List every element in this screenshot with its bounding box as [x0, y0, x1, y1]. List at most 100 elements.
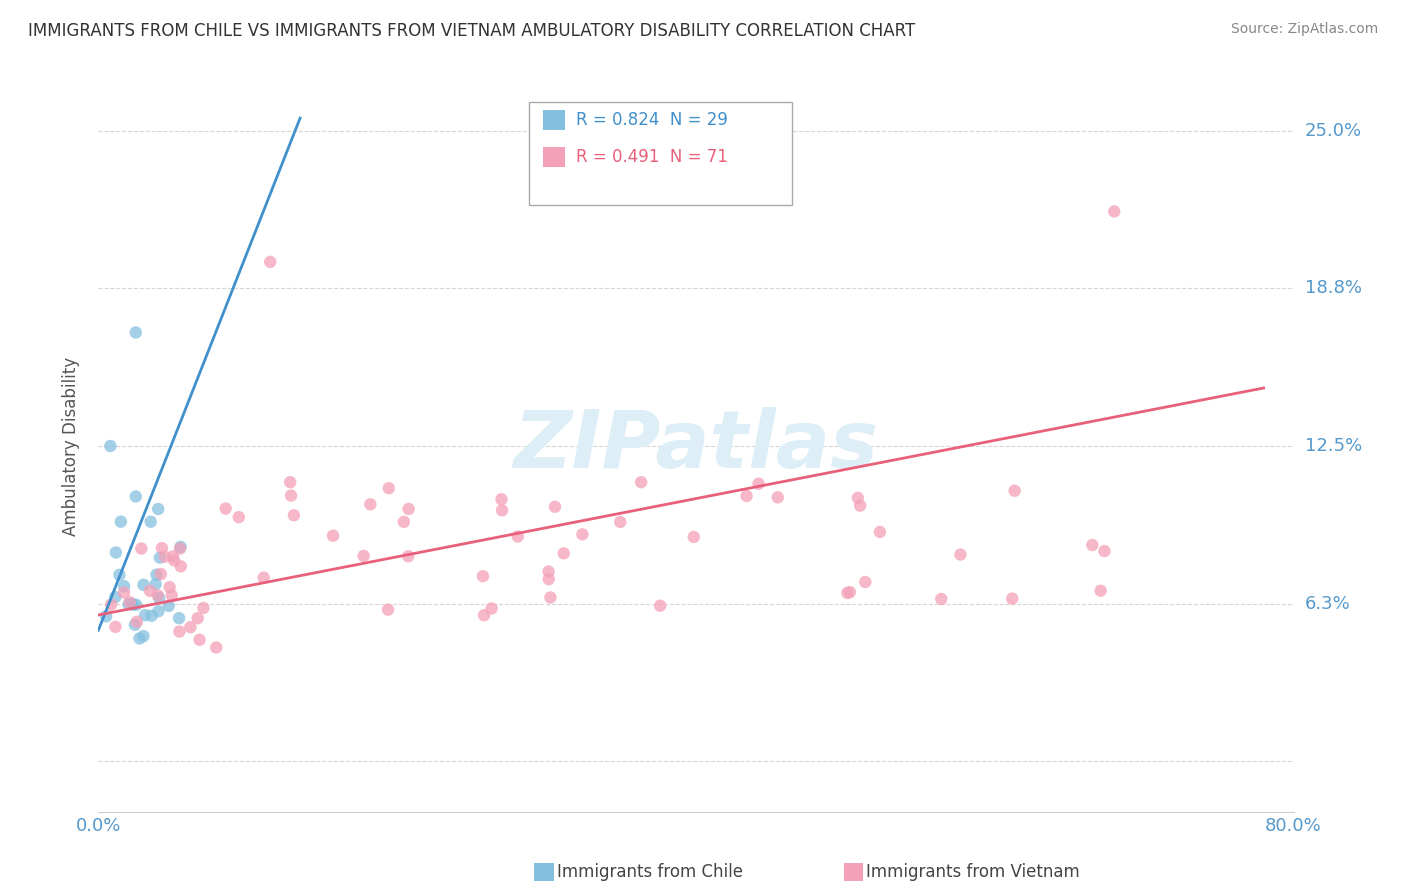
Point: [278, 475, 301, 490]
Point: [630, 475, 652, 490]
Point: [112, 585, 135, 599]
Point: [396, 549, 419, 564]
Point: [163, 553, 186, 567]
Point: [491, 492, 513, 507]
Point: [98, 439, 122, 453]
Point: [1094, 544, 1116, 558]
Point: [506, 529, 529, 543]
Point: [766, 491, 789, 505]
Point: [838, 585, 860, 599]
Point: [949, 548, 972, 562]
Point: [167, 611, 190, 625]
Point: [146, 588, 169, 602]
Point: [150, 541, 173, 555]
Point: [108, 567, 131, 582]
Text: 6.3%: 6.3%: [1305, 595, 1350, 613]
Point: [169, 540, 191, 554]
Text: IMMIGRANTS FROM CHILE VS IMMIGRANTS FROM VIETNAM AMBULATORY DISABILITY CORRELATI: IMMIGRANTS FROM CHILE VS IMMIGRANTS FROM…: [28, 22, 915, 40]
Point: [149, 567, 172, 582]
Point: [869, 524, 891, 539]
Text: Source: ZipAtlas.com: Source: ZipAtlas.com: [1230, 22, 1378, 37]
Point: [1001, 591, 1024, 606]
Point: [104, 590, 127, 604]
Point: [134, 608, 156, 623]
Point: [682, 530, 704, 544]
Point: [132, 629, 155, 643]
Point: [169, 624, 191, 639]
Point: [139, 515, 162, 529]
Point: [141, 608, 163, 623]
Bar: [543, 147, 565, 167]
Point: [1104, 204, 1126, 219]
Point: [472, 608, 495, 623]
Point: [148, 604, 170, 618]
Point: [1004, 483, 1026, 498]
Point: [122, 598, 145, 612]
Text: R = 0.824  N = 29: R = 0.824 N = 29: [576, 112, 728, 129]
Point: [117, 597, 139, 611]
Point: [153, 549, 176, 564]
Point: [128, 632, 150, 646]
Point: [132, 578, 155, 592]
Point: [322, 529, 344, 543]
Point: [538, 591, 561, 605]
Point: [378, 481, 401, 495]
Point: [481, 601, 503, 615]
Point: [837, 586, 859, 600]
Point: [118, 595, 141, 609]
Point: [650, 599, 672, 613]
Point: [228, 510, 250, 524]
Point: [145, 577, 167, 591]
Point: [104, 620, 127, 634]
Point: [849, 499, 872, 513]
Point: [748, 476, 770, 491]
Point: [157, 599, 180, 613]
Point: [94, 609, 117, 624]
Point: [609, 515, 631, 529]
Text: 25.0%: 25.0%: [1305, 121, 1362, 140]
Point: [188, 632, 211, 647]
Y-axis label: Ambulatory Disability: Ambulatory Disability: [62, 357, 80, 535]
Bar: [543, 111, 565, 130]
Point: [214, 501, 236, 516]
Point: [125, 598, 148, 612]
Point: [162, 549, 184, 564]
Point: [398, 502, 420, 516]
Text: Immigrants from Vietnam: Immigrants from Vietnam: [866, 863, 1080, 881]
Point: [121, 597, 143, 611]
Point: [392, 515, 415, 529]
FancyBboxPatch shape: [529, 103, 792, 204]
Point: [125, 490, 148, 504]
Text: Immigrants from Chile: Immigrants from Chile: [557, 863, 742, 881]
Point: [537, 572, 560, 586]
Point: [491, 503, 513, 517]
Point: [125, 615, 148, 629]
Point: [179, 620, 201, 634]
Point: [377, 603, 399, 617]
Point: [846, 491, 869, 505]
Point: [193, 601, 215, 615]
Point: [149, 550, 172, 565]
Point: [187, 611, 209, 625]
Point: [148, 591, 170, 605]
Point: [148, 502, 170, 516]
Point: [471, 569, 494, 583]
Text: 12.5%: 12.5%: [1305, 437, 1362, 455]
Text: 18.8%: 18.8%: [1305, 279, 1361, 297]
Point: [253, 571, 276, 585]
Point: [170, 559, 193, 574]
Point: [359, 497, 381, 511]
Point: [1090, 583, 1112, 598]
Point: [160, 588, 183, 602]
Point: [283, 508, 305, 523]
Point: [571, 527, 593, 541]
Text: ZIPatlas: ZIPatlas: [513, 407, 879, 485]
Point: [169, 541, 191, 556]
Point: [205, 640, 228, 655]
Point: [131, 541, 153, 556]
Point: [280, 489, 302, 503]
Text: R = 0.491  N = 71: R = 0.491 N = 71: [576, 148, 728, 166]
Point: [259, 255, 281, 269]
Point: [100, 598, 122, 612]
Point: [104, 545, 127, 559]
